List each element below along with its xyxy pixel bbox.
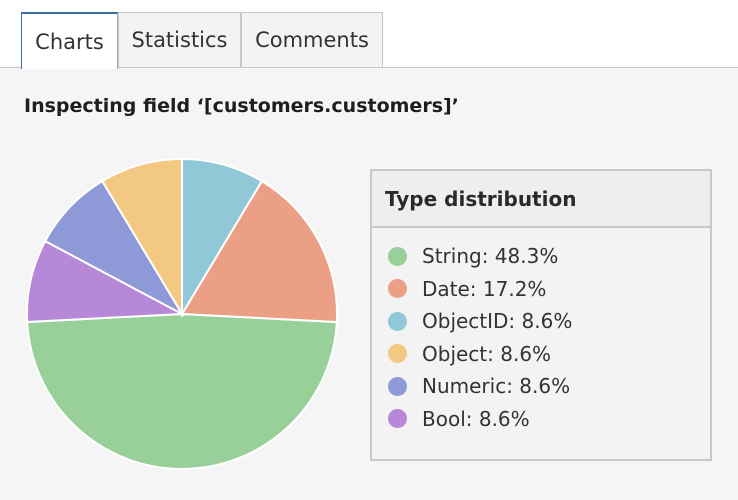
legend-item-numeric: Numeric: 8.6% <box>388 370 710 403</box>
tab-bar: Charts Statistics Comments <box>0 0 738 69</box>
pie-slice-date <box>180 179 338 324</box>
legend-dot-object <box>388 344 407 364</box>
pie-slice-numeric <box>43 179 185 317</box>
legend-label: Bool: 8.6% <box>422 406 530 431</box>
legend-label: ObjectID: 8.6% <box>422 309 573 334</box>
legend-box: Type distribution String: 48.3% Date: 17… <box>370 169 712 461</box>
charts-panel: Inspecting field ‘[customers.customers]’… <box>0 67 738 500</box>
pie-slice-object <box>100 157 183 318</box>
legend-item-bool: Bool: 8.6% <box>388 403 710 436</box>
legend-dot-objectid <box>388 311 407 331</box>
legend-item-date: Date: 17.2% <box>388 273 710 306</box>
legend-dot-numeric <box>388 376 407 396</box>
tab-charts[interactable]: Charts <box>21 12 118 69</box>
panel-title: Inspecting field ‘[customers.customers]’ <box>24 95 459 117</box>
legend-dot-bool <box>388 409 407 429</box>
pie-chart <box>26 157 338 470</box>
legend-label: Numeric: 8.6% <box>422 374 571 399</box>
tab-comments[interactable]: Comments <box>241 12 383 67</box>
pie-slice-bool <box>26 239 186 324</box>
legend-item-objectid: ObjectID: 8.6% <box>388 305 710 338</box>
legend-list: String: 48.3% Date: 17.2% ObjectID: 8.6%… <box>372 228 710 435</box>
pie-slice-objectid <box>181 157 264 318</box>
legend-item-object: Object: 8.6% <box>388 338 710 371</box>
legend-label: String: 48.3% <box>422 244 559 269</box>
legend-title: Type distribution <box>372 171 710 228</box>
legend-dot-date <box>388 279 407 299</box>
legend-item-string: String: 48.3% <box>388 240 710 273</box>
legend-dot-string <box>388 246 407 266</box>
tab-statistics[interactable]: Statistics <box>118 12 241 67</box>
legend-label: Date: 17.2% <box>422 276 547 301</box>
pie-slice-string <box>26 312 338 470</box>
legend-label: Object: 8.6% <box>422 341 552 366</box>
